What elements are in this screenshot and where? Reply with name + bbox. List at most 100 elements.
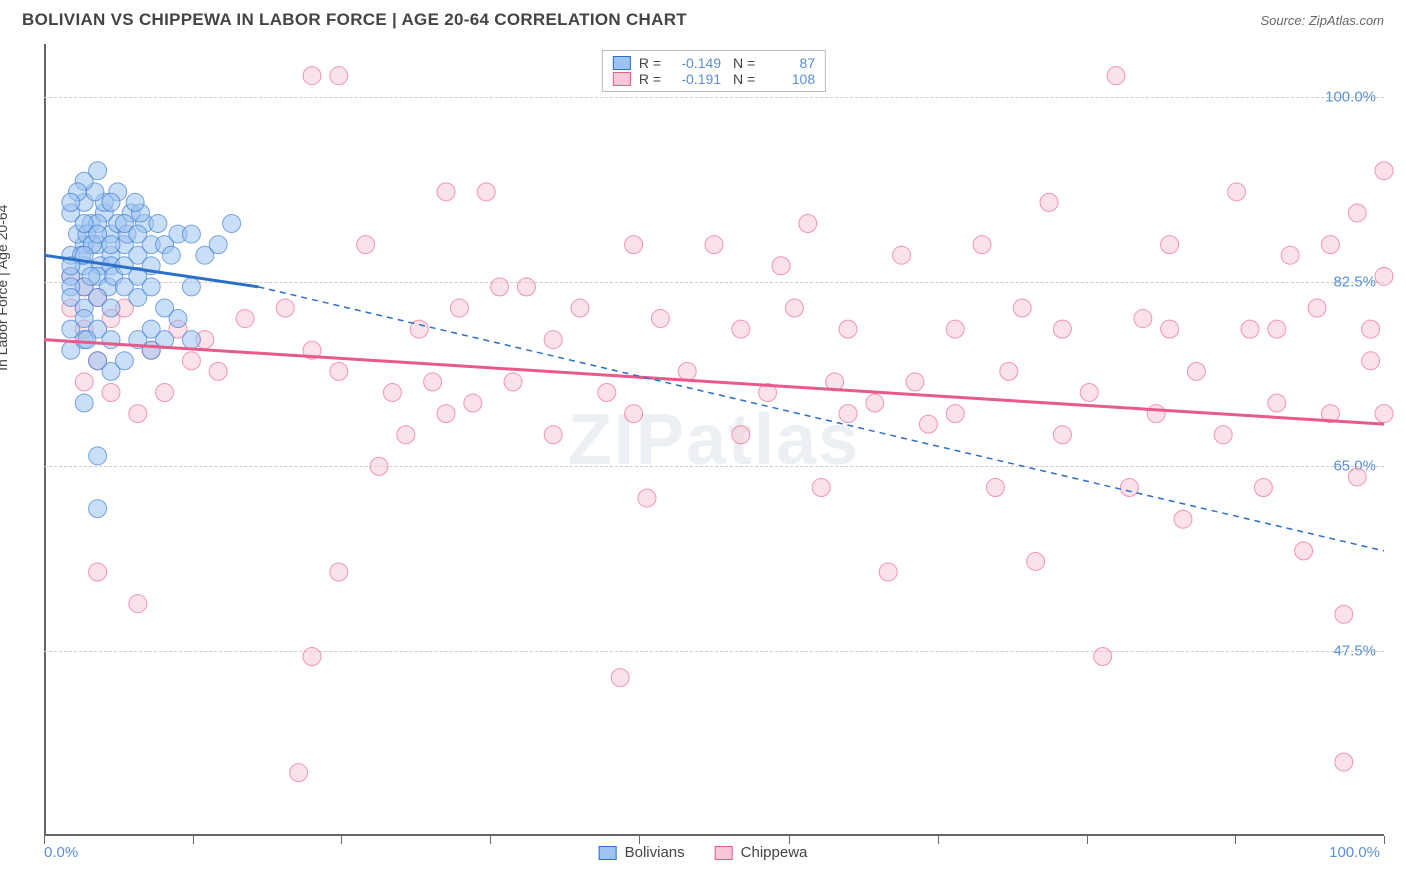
- legend-row-bolivians: R = -0.149 N = 87: [613, 55, 815, 71]
- chart-container: BOLIVIAN VS CHIPPEWA IN LABOR FORCE | AG…: [0, 0, 1406, 892]
- data-point: [1375, 267, 1393, 285]
- data-point: [182, 352, 200, 370]
- data-point: [544, 331, 562, 349]
- data-point: [785, 299, 803, 317]
- scatter-svg: [44, 44, 1384, 836]
- data-point: [799, 215, 817, 233]
- data-point: [1375, 405, 1393, 423]
- chippewa-r-value: -0.191: [669, 71, 721, 87]
- data-point: [1107, 67, 1125, 85]
- data-point: [732, 320, 750, 338]
- data-point: [839, 320, 857, 338]
- data-point: [142, 341, 160, 359]
- data-point: [102, 236, 120, 254]
- data-point: [1254, 479, 1272, 497]
- data-point: [330, 67, 348, 85]
- data-point: [1094, 647, 1112, 665]
- data-point: [517, 278, 535, 296]
- x-tick: [1087, 836, 1088, 844]
- data-point: [879, 563, 897, 581]
- data-point: [330, 362, 348, 380]
- data-point: [1308, 299, 1326, 317]
- data-point: [491, 278, 509, 296]
- data-point: [89, 500, 107, 518]
- data-point: [812, 479, 830, 497]
- data-point: [678, 362, 696, 380]
- data-point: [866, 394, 884, 412]
- data-point: [182, 225, 200, 243]
- data-point: [1362, 320, 1380, 338]
- data-point: [1040, 193, 1058, 211]
- data-point: [1187, 362, 1205, 380]
- swatch-chippewa-icon: [715, 846, 733, 860]
- data-point: [651, 310, 669, 328]
- data-point: [75, 373, 93, 391]
- data-point: [276, 299, 294, 317]
- data-point: [169, 310, 187, 328]
- data-point: [544, 426, 562, 444]
- data-point: [611, 669, 629, 687]
- data-point: [732, 426, 750, 444]
- data-point: [129, 405, 147, 423]
- data-point: [303, 647, 321, 665]
- data-point: [209, 362, 227, 380]
- data-point: [1241, 320, 1259, 338]
- bolivians-n-value: 87: [763, 55, 815, 71]
- data-point: [1281, 246, 1299, 264]
- x-tick: [193, 836, 194, 844]
- swatch-bolivians-icon: [599, 846, 617, 860]
- x-tick: [639, 836, 640, 844]
- data-point: [906, 373, 924, 391]
- data-point: [78, 331, 96, 349]
- data-point: [437, 183, 455, 201]
- data-point: [705, 236, 723, 254]
- data-point: [772, 257, 790, 275]
- data-point: [1161, 320, 1179, 338]
- data-point: [1335, 605, 1353, 623]
- data-point: [1053, 426, 1071, 444]
- x-label-min: 0.0%: [44, 844, 78, 861]
- bolivians-r-value: -0.149: [669, 55, 721, 71]
- data-point: [424, 373, 442, 391]
- legend-item-bolivians: Bolivians: [599, 844, 685, 861]
- data-point: [450, 299, 468, 317]
- data-point: [1214, 426, 1232, 444]
- data-point: [102, 299, 120, 317]
- swatch-chippewa-icon: [613, 72, 631, 86]
- data-point: [1268, 394, 1286, 412]
- data-point: [82, 267, 100, 285]
- data-point: [1000, 362, 1018, 380]
- data-point: [129, 225, 147, 243]
- plot-area: ZIPatlas 47.5%65.0%82.5%100.0% R = -0.14…: [44, 44, 1384, 836]
- data-point: [223, 215, 241, 233]
- x-tick: [789, 836, 790, 844]
- data-point: [477, 183, 495, 201]
- data-point: [1080, 383, 1098, 401]
- data-point: [598, 383, 616, 401]
- legend-bottom: Bolivians Chippewa: [599, 844, 808, 861]
- data-point: [946, 405, 964, 423]
- legend-item-chippewa: Chippewa: [715, 844, 808, 861]
- x-tick: [490, 836, 491, 844]
- data-point: [129, 595, 147, 613]
- data-point: [89, 352, 107, 370]
- data-point: [973, 236, 991, 254]
- data-point: [182, 331, 200, 349]
- data-point: [946, 320, 964, 338]
- legend-r-label: R =: [639, 71, 661, 87]
- data-point: [1348, 204, 1366, 222]
- data-point: [1174, 510, 1192, 528]
- data-point: [209, 236, 227, 254]
- legend-row-chippewa: R = -0.191 N = 108: [613, 71, 815, 87]
- data-point: [1120, 479, 1138, 497]
- data-point: [290, 764, 308, 782]
- data-point: [115, 352, 133, 370]
- x-tick: [44, 836, 45, 844]
- data-point: [236, 310, 254, 328]
- y-axis-title: In Labor Force | Age 20-64: [0, 205, 10, 371]
- data-point: [156, 383, 174, 401]
- data-point: [149, 215, 167, 233]
- chart-source: Source: ZipAtlas.com: [1260, 13, 1384, 28]
- data-point: [464, 394, 482, 412]
- data-point: [1053, 320, 1071, 338]
